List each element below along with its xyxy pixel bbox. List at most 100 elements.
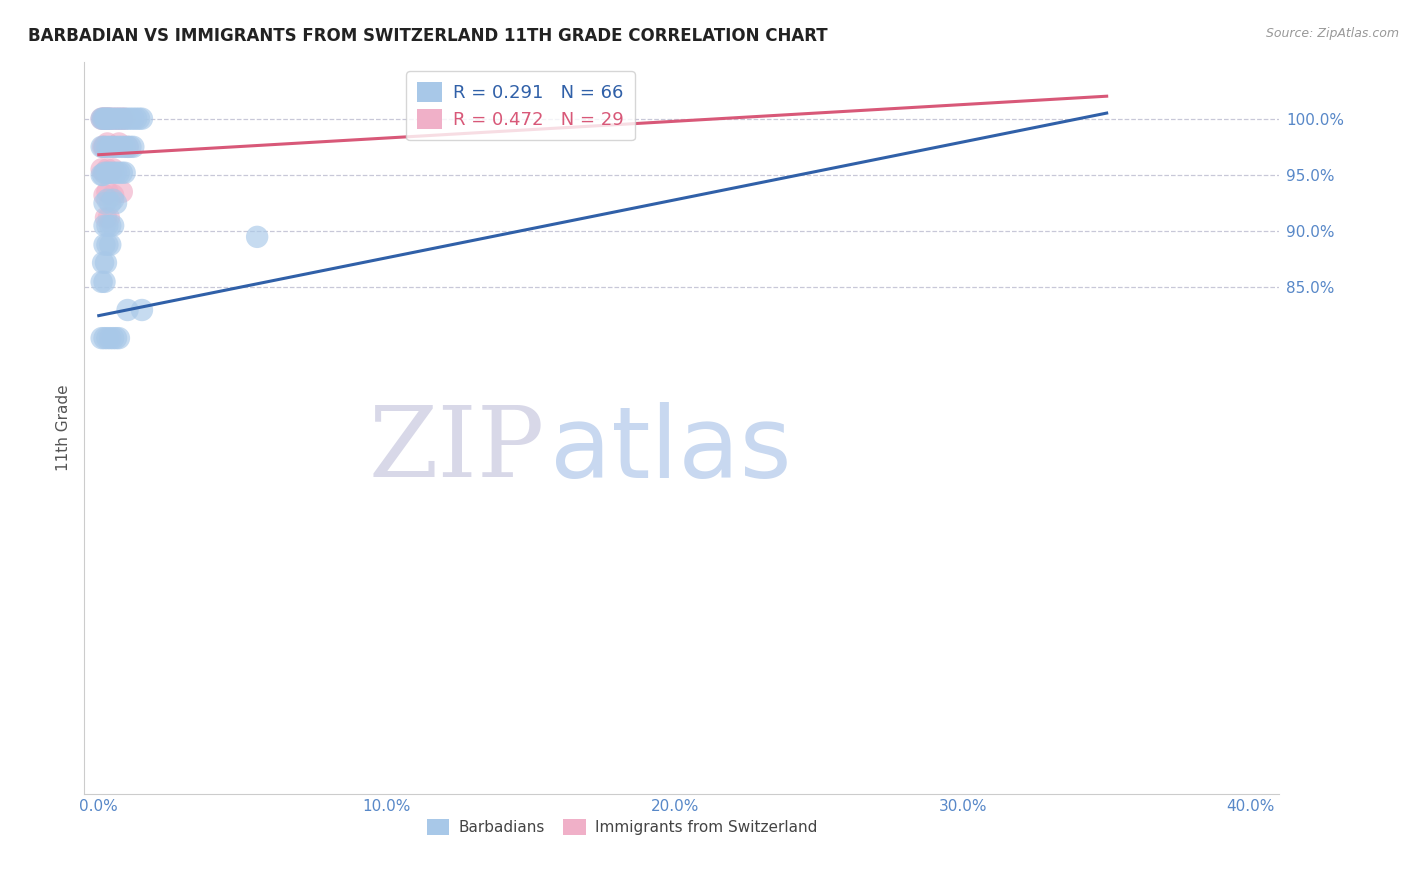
Point	[111, 185, 134, 199]
Point	[101, 166, 124, 180]
Point	[108, 112, 131, 126]
Point	[91, 140, 114, 154]
Point	[93, 112, 115, 126]
Point	[105, 331, 128, 345]
Point	[90, 331, 112, 345]
Point	[96, 136, 118, 151]
Point	[96, 112, 118, 126]
Point	[97, 112, 120, 126]
Text: ZIP: ZIP	[368, 402, 544, 498]
Point	[98, 331, 121, 345]
Point	[93, 275, 115, 289]
Point	[111, 112, 134, 126]
Point	[94, 211, 117, 225]
Point	[117, 112, 139, 126]
Point	[98, 166, 121, 180]
Point	[98, 237, 121, 252]
Point	[96, 331, 118, 345]
Point	[93, 166, 115, 180]
Point	[101, 219, 124, 233]
Point	[93, 188, 115, 202]
Point	[93, 237, 115, 252]
Point	[101, 188, 124, 202]
Point	[101, 140, 124, 154]
Point	[91, 168, 114, 182]
Point	[93, 112, 115, 126]
Point	[120, 112, 142, 126]
Point	[101, 140, 124, 154]
Point	[90, 140, 112, 154]
Point	[96, 162, 118, 177]
Point	[108, 140, 131, 154]
Point	[96, 166, 118, 180]
Point	[94, 112, 117, 126]
Point	[96, 237, 118, 252]
Y-axis label: 11th Grade: 11th Grade	[56, 384, 72, 472]
Text: BARBADIAN VS IMMIGRANTS FROM SWITZERLAND 11TH GRADE CORRELATION CHART: BARBADIAN VS IMMIGRANTS FROM SWITZERLAND…	[28, 27, 828, 45]
Point	[131, 303, 153, 318]
Point	[111, 140, 134, 154]
Point	[108, 112, 131, 126]
Point	[93, 140, 115, 154]
Point	[98, 140, 121, 154]
Legend: Barbadians, Immigrants from Switzerland: Barbadians, Immigrants from Switzerland	[420, 813, 824, 841]
Point	[111, 112, 134, 126]
Point	[96, 219, 118, 233]
Point	[101, 331, 124, 345]
Point	[122, 140, 145, 154]
Point	[117, 303, 139, 318]
Point	[111, 166, 134, 180]
Text: atlas: atlas	[551, 401, 792, 499]
Point	[96, 112, 118, 126]
Point	[108, 331, 131, 345]
Point	[91, 112, 114, 126]
Point	[98, 112, 121, 126]
Point	[114, 166, 136, 180]
Point	[91, 112, 114, 126]
Point	[90, 168, 112, 182]
Point	[97, 112, 120, 126]
Text: Source: ZipAtlas.com: Source: ZipAtlas.com	[1265, 27, 1399, 40]
Point	[93, 196, 115, 211]
Point	[122, 112, 145, 126]
Point	[96, 193, 118, 207]
Point	[98, 112, 121, 126]
Point	[108, 136, 131, 151]
Point	[93, 166, 115, 180]
Point	[114, 112, 136, 126]
Point	[246, 230, 269, 244]
Point	[117, 140, 139, 154]
Point	[114, 112, 136, 126]
Point	[98, 166, 121, 180]
Point	[98, 219, 121, 233]
Point	[97, 211, 120, 225]
Point	[93, 219, 115, 233]
Point	[101, 112, 124, 126]
Point	[93, 140, 115, 154]
Point	[105, 140, 128, 154]
Point	[90, 112, 112, 126]
Point	[98, 196, 121, 211]
Point	[93, 331, 115, 345]
Point	[117, 140, 139, 154]
Point	[101, 162, 124, 177]
Point	[96, 185, 118, 199]
Point	[114, 140, 136, 154]
Point	[125, 112, 148, 126]
Point	[101, 193, 124, 207]
Point	[94, 256, 117, 270]
Point	[90, 162, 112, 177]
Point	[105, 112, 128, 126]
Point	[90, 275, 112, 289]
Point	[105, 196, 128, 211]
Point	[108, 166, 131, 180]
Point	[91, 256, 114, 270]
Point	[128, 112, 150, 126]
Point	[101, 112, 124, 126]
Point	[96, 140, 118, 154]
Point	[94, 112, 117, 126]
Point	[131, 112, 153, 126]
Point	[105, 166, 128, 180]
Point	[105, 112, 128, 126]
Point	[90, 112, 112, 126]
